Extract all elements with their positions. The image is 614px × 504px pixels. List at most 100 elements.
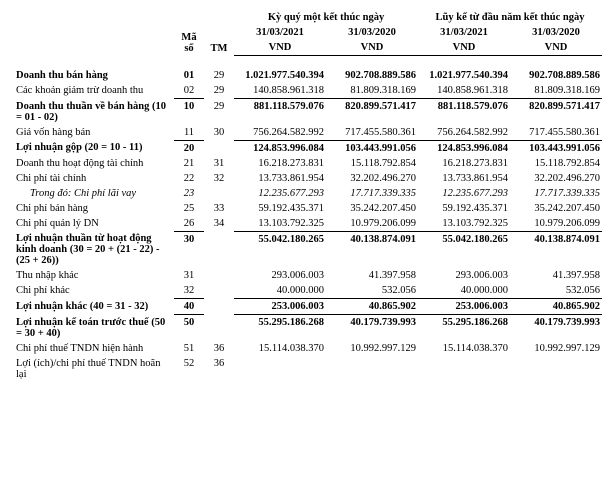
table-row: Chi phí bán hàng253359.192.435.37135.242… — [14, 201, 602, 216]
row-value-a1 — [234, 356, 326, 382]
table-row: Lợi nhuận kế toán trước thuế (50 = 30 + … — [14, 315, 602, 341]
table-row: Lợi nhuận thuần từ hoạt động kinh doanh … — [14, 231, 602, 268]
table-row: Chi phí khác3240.000.000532.05640.000.00… — [14, 283, 602, 299]
row-value-a2: 15.118.792.854 — [326, 156, 418, 171]
row-tm — [204, 268, 234, 283]
row-value-b1: 55.295.186.268 — [418, 315, 510, 341]
row-label: Lợi nhuận kế toán trước thuế (50 = 30 + … — [14, 315, 174, 341]
row-value-a1: 12.235.677.293 — [234, 186, 326, 201]
row-tm: 32 — [204, 171, 234, 186]
row-label: Trong đó: Chi phí lãi vay — [14, 186, 174, 201]
table-row: Lợi nhuận khác (40 = 31 - 32)40253.006.0… — [14, 299, 602, 315]
row-ms: 51 — [174, 341, 204, 356]
header-unit-b2: VND — [510, 40, 602, 56]
table-row: Thu nhập khác31293.006.00341.397.958293.… — [14, 268, 602, 283]
header-ms: Mã số — [174, 10, 204, 56]
row-ms: 31 — [174, 268, 204, 283]
row-value-a2: 81.809.318.169 — [326, 83, 418, 99]
row-ms: 01 — [174, 68, 204, 83]
row-ms: 25 — [174, 201, 204, 216]
row-value-b1: 1.021.977.540.394 — [418, 68, 510, 83]
row-value-a1: 1.021.977.540.394 — [234, 68, 326, 83]
table-row: Lợi (ích)/chi phí thuế TNDN hoãn lại5236 — [14, 356, 602, 382]
row-label: Lợi (ích)/chi phí thuế TNDN hoãn lại — [14, 356, 174, 382]
row-tm: 29 — [204, 83, 234, 99]
row-tm: 33 — [204, 201, 234, 216]
row-tm: 34 — [204, 216, 234, 232]
row-value-a2: 10.979.206.099 — [326, 216, 418, 232]
header-date-b1: 31/03/2021 — [418, 25, 510, 40]
income-statement-table: Mã số TM Kỳ quý một kết thúc ngày Lũy kế… — [14, 10, 602, 382]
row-value-b1: 293.006.003 — [418, 268, 510, 283]
row-label: Lợi nhuận gộp (20 = 10 - 11) — [14, 140, 174, 156]
row-value-b1: 124.853.996.084 — [418, 140, 510, 156]
header-tm: TM — [204, 10, 234, 56]
row-value-a1: 40.000.000 — [234, 283, 326, 299]
row-label: Doanh thu thuần về bán hàng (10 = 01 - 0… — [14, 99, 174, 125]
row-value-b1: 13.103.792.325 — [418, 216, 510, 232]
row-ms: 26 — [174, 216, 204, 232]
row-value-b2 — [510, 356, 602, 382]
row-tm — [204, 299, 234, 315]
row-value-a1: 15.114.038.370 — [234, 341, 326, 356]
row-tm: 29 — [204, 99, 234, 125]
row-ms: 10 — [174, 99, 204, 125]
row-value-a2: 902.708.889.586 — [326, 68, 418, 83]
row-value-b2: 532.056 — [510, 283, 602, 299]
row-value-b2: 40.865.902 — [510, 299, 602, 315]
row-value-a2: 532.056 — [326, 283, 418, 299]
header-unit-a2: VND — [326, 40, 418, 56]
row-value-b2: 10.992.997.129 — [510, 341, 602, 356]
row-tm: 36 — [204, 356, 234, 382]
header-period-a: Kỳ quý một kết thúc ngày — [234, 10, 418, 25]
row-label: Chi phí khác — [14, 283, 174, 299]
row-value-a2: 717.455.580.361 — [326, 125, 418, 141]
row-label: Doanh thu hoạt động tài chính — [14, 156, 174, 171]
row-value-b1: 16.218.273.831 — [418, 156, 510, 171]
row-value-b1: 756.264.582.992 — [418, 125, 510, 141]
row-value-a2 — [326, 356, 418, 382]
table-row: Chi phí tài chính223213.733.861.95432.20… — [14, 171, 602, 186]
row-label: Chi phí thuế TNDN hiện hành — [14, 341, 174, 356]
header-row-3: VND VND VND VND — [14, 40, 602, 56]
header-unit-b1: VND — [418, 40, 510, 56]
row-value-a2: 35.242.207.450 — [326, 201, 418, 216]
row-value-b2: 81.809.318.169 — [510, 83, 602, 99]
row-tm: 29 — [204, 68, 234, 83]
row-value-b2: 103.443.991.056 — [510, 140, 602, 156]
row-ms: 52 — [174, 356, 204, 382]
table-row: Trong đó: Chi phí lãi vay2312.235.677.29… — [14, 186, 602, 201]
row-label: Chi phí tài chính — [14, 171, 174, 186]
row-value-b2: 40.179.739.993 — [510, 315, 602, 341]
row-value-a2: 40.179.739.993 — [326, 315, 418, 341]
table-row: Giá vốn hàng bán1130756.264.582.992717.4… — [14, 125, 602, 141]
row-label: Doanh thu bán hàng — [14, 68, 174, 83]
table-row: Chi phí thuế TNDN hiện hành513615.114.03… — [14, 341, 602, 356]
row-value-b1: 15.114.038.370 — [418, 341, 510, 356]
row-tm — [204, 231, 234, 268]
row-label: Chi phí quản lý DN — [14, 216, 174, 232]
row-tm — [204, 186, 234, 201]
row-value-b2: 40.138.874.091 — [510, 231, 602, 268]
row-value-a1: 13.103.792.325 — [234, 216, 326, 232]
row-value-a2: 820.899.571.417 — [326, 99, 418, 125]
row-value-b1: 881.118.579.076 — [418, 99, 510, 125]
row-ms: 02 — [174, 83, 204, 99]
row-label: Lợi nhuận khác (40 = 31 - 32) — [14, 299, 174, 315]
header-row-1: Mã số TM Kỳ quý một kết thúc ngày Lũy kế… — [14, 10, 602, 25]
row-value-b1: 12.235.677.293 — [418, 186, 510, 201]
row-label: Thu nhập khác — [14, 268, 174, 283]
row-ms: 40 — [174, 299, 204, 315]
row-value-a1: 13.733.861.954 — [234, 171, 326, 186]
row-value-b2: 32.202.496.270 — [510, 171, 602, 186]
row-label: Các khoản giảm trừ doanh thu — [14, 83, 174, 99]
row-value-a1: 16.218.273.831 — [234, 156, 326, 171]
row-value-b1: 13.733.861.954 — [418, 171, 510, 186]
row-value-b2: 10.979.206.099 — [510, 216, 602, 232]
row-value-a1: 55.295.186.268 — [234, 315, 326, 341]
row-value-b2: 717.455.580.361 — [510, 125, 602, 141]
row-ms: 20 — [174, 140, 204, 156]
row-value-b2: 15.118.792.854 — [510, 156, 602, 171]
row-tm: 36 — [204, 341, 234, 356]
row-ms: 32 — [174, 283, 204, 299]
